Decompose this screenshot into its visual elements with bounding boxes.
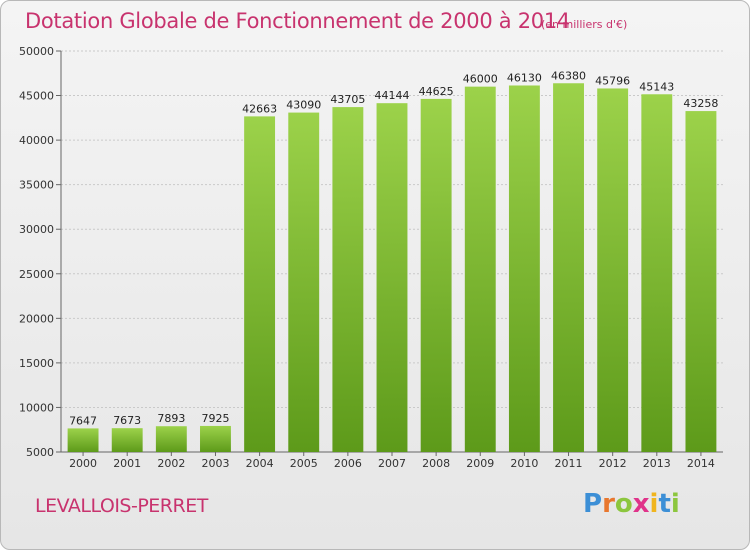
x-tick-label: 2009 [466,457,494,470]
x-tick-label: 2010 [510,457,538,470]
bar-value-label: 46000 [463,73,498,86]
y-tick-label: 15000 [19,357,54,370]
logo-letter: o [614,489,633,519]
y-tick-label: 10000 [19,401,54,414]
bar-value-label: 7925 [201,412,229,425]
x-tick-label: 2005 [290,457,318,470]
bar [553,83,584,452]
logo-letter: x [632,489,650,519]
y-tick-label: 20000 [19,312,54,325]
bar [111,428,143,452]
bar-value-label: 45796 [595,74,630,87]
bar [332,107,364,452]
logo-letter: P [583,489,603,519]
proxiti-logo: Proxiti [583,489,680,519]
bar-value-label: 7647 [69,414,97,427]
x-tick-label: 2011 [555,457,583,470]
x-tick-label: 2007 [378,457,406,470]
bar-value-label: 46130 [507,71,542,84]
x-tick-label: 2004 [246,457,274,470]
bar-value-label: 42663 [242,102,277,115]
bar [420,98,452,453]
logo-letter: i [670,489,680,519]
bar [685,111,717,453]
bar-value-label: 44625 [419,85,454,98]
y-tick-label: 25000 [19,268,54,281]
bar [508,85,540,453]
bar-value-label: 43705 [330,93,365,106]
town-name: LEVALLOIS-PERRET [35,495,208,517]
bar [376,103,408,452]
x-tick-label: 2008 [422,457,450,470]
y-tick-label: 5000 [26,446,54,459]
bar-value-label: 46380 [551,69,586,82]
x-tick-label: 2000 [69,457,97,470]
bar [200,425,231,452]
x-tick-label: 2012 [599,457,627,470]
bar-value-label: 44144 [375,89,410,102]
y-tick-label: 35000 [19,179,54,192]
y-tick-label: 45000 [19,90,54,103]
logo-letter: i [649,489,659,519]
y-tick-label: 40000 [19,134,54,147]
bar-value-label: 45143 [639,80,674,93]
logo-letter: t [658,489,671,519]
bar [288,112,320,452]
bar [641,94,673,453]
bar-value-label: 7893 [157,412,185,425]
bar [244,116,276,452]
bar [464,86,496,453]
x-tick-label: 2006 [334,457,362,470]
bar [67,428,99,452]
x-tick-label: 2001 [113,457,141,470]
x-tick-label: 2003 [201,457,229,470]
y-tick-label: 30000 [19,223,54,236]
x-tick-label: 2002 [157,457,185,470]
logo-letter: r [602,489,615,519]
x-tick-label: 2013 [643,457,671,470]
bar [155,426,187,452]
bar-value-label: 43258 [683,97,718,110]
chart-unit: (en milliers d'€) [541,18,628,31]
bar-value-label: 7673 [113,414,141,427]
bar-value-label: 43090 [286,99,321,112]
bar [597,88,629,452]
chart-title: Dotation Globale de Fonctionnement de 20… [25,9,570,33]
x-tick-label: 2014 [687,457,715,470]
y-tick-label: 50000 [19,45,54,58]
